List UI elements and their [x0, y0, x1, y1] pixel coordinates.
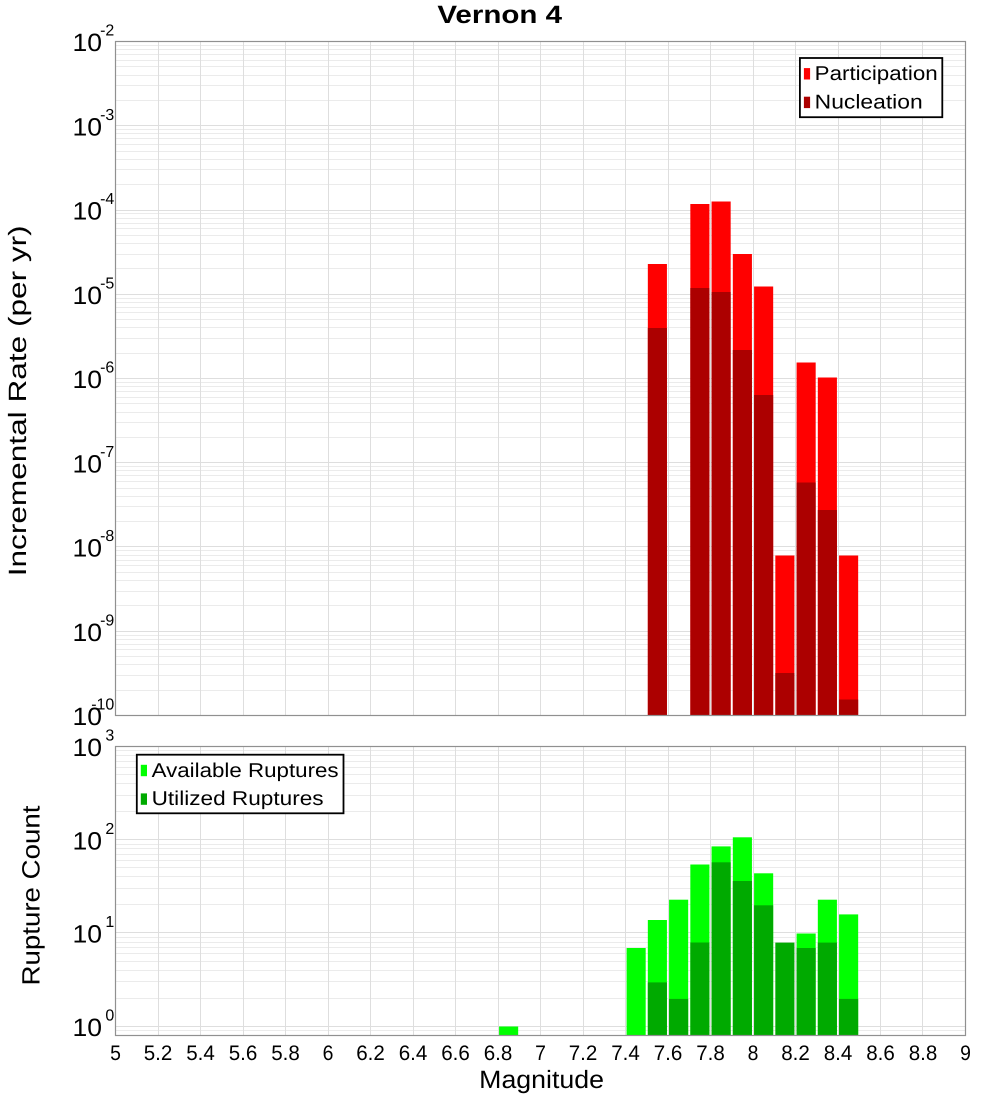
svg-text:5.2: 5.2 [144, 1042, 173, 1065]
svg-text:8.2: 8.2 [781, 1042, 810, 1065]
svg-text:3: 3 [105, 728, 114, 745]
svg-text:7.6: 7.6 [654, 1042, 683, 1065]
svg-text:10: 10 [73, 113, 103, 141]
svg-text:6.6: 6.6 [441, 1042, 470, 1065]
svg-text:10: 10 [73, 198, 103, 226]
svg-text:10: 10 [73, 827, 103, 855]
svg-text:6.2: 6.2 [356, 1042, 385, 1065]
svg-text:0: 0 [105, 1007, 114, 1024]
svg-text:7.2: 7.2 [569, 1042, 598, 1065]
svg-text:5.4: 5.4 [186, 1042, 215, 1065]
svg-text:-10: -10 [91, 697, 114, 714]
svg-text:6.4: 6.4 [399, 1042, 428, 1065]
svg-text:-4: -4 [100, 191, 114, 208]
svg-text:7: 7 [535, 1042, 546, 1065]
svg-text:10: 10 [73, 921, 103, 949]
svg-text:7.4: 7.4 [611, 1042, 640, 1065]
svg-text:-5: -5 [100, 275, 114, 292]
svg-text:8.4: 8.4 [824, 1042, 853, 1065]
svg-text:6: 6 [323, 1042, 334, 1065]
svg-text:Magnitude: Magnitude [479, 1066, 604, 1094]
svg-text:-8: -8 [100, 528, 114, 545]
svg-text:10: 10 [73, 734, 103, 762]
svg-text:8.6: 8.6 [866, 1042, 895, 1065]
svg-text:10: 10 [73, 366, 103, 394]
svg-text:10: 10 [73, 29, 103, 57]
svg-text:10: 10 [73, 619, 103, 647]
svg-text:Available Ruptures: Available Ruptures [152, 760, 339, 782]
svg-text:10: 10 [73, 1014, 103, 1042]
svg-text:5.8: 5.8 [271, 1042, 300, 1065]
svg-text:Incremental Rate (per yr): Incremental Rate (per yr) [4, 225, 32, 576]
svg-text:10: 10 [73, 282, 103, 310]
svg-text:-3: -3 [100, 107, 114, 124]
svg-text:-9: -9 [100, 612, 114, 629]
svg-text:2: 2 [105, 821, 114, 838]
svg-text:-2: -2 [100, 23, 114, 40]
svg-text:Vernon 4: Vernon 4 [437, 1, 562, 29]
svg-text:1: 1 [105, 914, 114, 931]
svg-text:5: 5 [110, 1042, 121, 1065]
svg-text:10: 10 [73, 450, 103, 478]
svg-text:5.6: 5.6 [229, 1042, 258, 1065]
svg-text:10: 10 [73, 535, 103, 563]
svg-text:Nucleation: Nucleation [815, 91, 923, 113]
svg-text:Rupture Count: Rupture Count [18, 805, 46, 985]
svg-text:10: 10 [73, 703, 103, 731]
svg-text:6.8: 6.8 [484, 1042, 513, 1065]
svg-text:Utilized Ruptures: Utilized Ruptures [152, 788, 324, 810]
svg-text:-6: -6 [100, 360, 114, 377]
svg-text:9: 9 [960, 1042, 971, 1065]
svg-text:8: 8 [748, 1042, 759, 1065]
svg-text:8.8: 8.8 [909, 1042, 938, 1065]
svg-text:-7: -7 [100, 444, 114, 461]
svg-text:Participation: Participation [815, 63, 938, 85]
svg-text:7.8: 7.8 [696, 1042, 725, 1065]
